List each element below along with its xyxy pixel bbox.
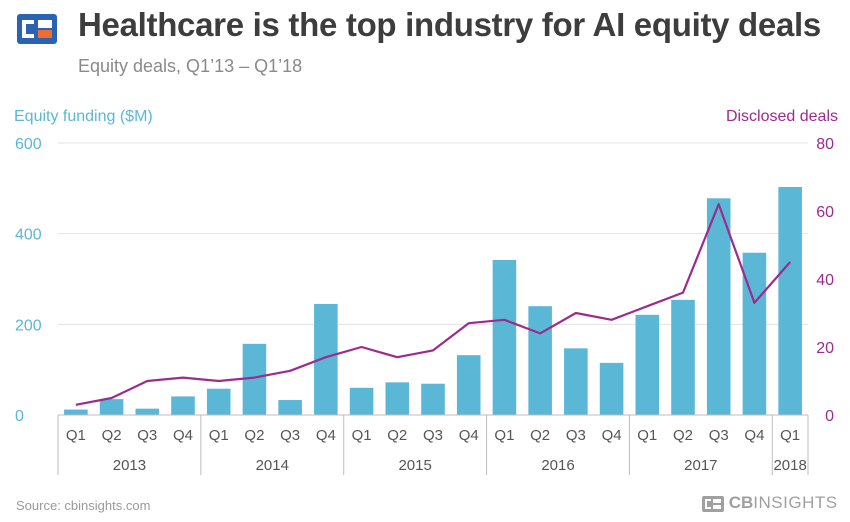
bar bbox=[421, 383, 445, 415]
bar bbox=[135, 408, 160, 415]
bar bbox=[171, 396, 195, 415]
source-note: Source: cbinsights.com bbox=[16, 498, 151, 513]
quarter-label: Q4 bbox=[459, 427, 479, 444]
cb-logo-icon bbox=[17, 14, 57, 44]
gridlines bbox=[58, 142, 808, 325]
bar bbox=[278, 400, 302, 415]
quarter-label: Q4 bbox=[173, 427, 193, 444]
bar bbox=[742, 252, 767, 415]
right-tick-label: 0 bbox=[825, 408, 834, 425]
quarter-label: Q1 bbox=[494, 427, 514, 444]
quarter-label: Q3 bbox=[566, 427, 586, 444]
bar bbox=[456, 355, 481, 415]
year-label: 2017 bbox=[684, 457, 717, 474]
year-label: 2016 bbox=[541, 457, 574, 474]
brand-insights: INSIGHTS bbox=[753, 493, 838, 512]
bar bbox=[64, 409, 88, 415]
bar bbox=[99, 399, 124, 415]
quarter-label: Q4 bbox=[602, 427, 622, 444]
bar-series bbox=[64, 186, 802, 415]
quarter-label: Q4 bbox=[316, 427, 336, 444]
bar bbox=[706, 198, 731, 415]
quarter-label: Q3 bbox=[280, 427, 300, 444]
quarter-label: Q1 bbox=[780, 427, 800, 444]
quarter-label: Q3 bbox=[137, 427, 157, 444]
right-tick-label: 80 bbox=[816, 136, 834, 153]
left-tick-label: 0 bbox=[15, 408, 24, 425]
bar bbox=[778, 186, 802, 415]
year-label: 2013 bbox=[113, 457, 146, 474]
quarter-label: Q2 bbox=[673, 427, 693, 444]
header: Healthcare is the top industry for AI eq… bbox=[0, 0, 850, 90]
bar bbox=[599, 362, 624, 415]
quarter-label: Q2 bbox=[102, 427, 122, 444]
left-tick-label: 200 bbox=[15, 317, 42, 334]
left-axis-label: Equity funding ($M) bbox=[14, 108, 153, 125]
right-tick-label: 40 bbox=[816, 272, 834, 289]
bar bbox=[206, 388, 231, 415]
equity-deals-chart: 0 200 400 600 0 20 40 60 80 Q1 Q2 Q3 Q4 Q1 Q2 Q3 Q4 Q1 Q2 Q… bbox=[14, 108, 838, 475]
left-tick-label: 600 bbox=[15, 136, 42, 153]
bar bbox=[242, 343, 267, 415]
bar bbox=[671, 299, 695, 415]
quarter-label: Q2 bbox=[244, 427, 264, 444]
page-title: Healthcare is the top industry for AI eq… bbox=[78, 6, 821, 43]
quarter-label: Q1 bbox=[209, 427, 229, 444]
left-tick-label: 400 bbox=[15, 227, 42, 244]
right-tick-label: 20 bbox=[816, 340, 834, 357]
bar bbox=[564, 348, 588, 415]
bar bbox=[492, 259, 517, 415]
bar bbox=[528, 306, 552, 415]
bar bbox=[635, 314, 660, 415]
brand-cb: CB bbox=[728, 493, 754, 512]
line-series bbox=[75, 203, 791, 406]
bar bbox=[385, 382, 410, 415]
right-axis-label: Disclosed deals bbox=[726, 108, 838, 125]
year-label: 2018 bbox=[773, 457, 806, 474]
quarter-label: Q1 bbox=[637, 427, 657, 444]
bar bbox=[314, 303, 338, 415]
year-label: 2014 bbox=[256, 457, 289, 474]
quarter-label: Q3 bbox=[423, 427, 443, 444]
brand-logo: CBINSIGHTS bbox=[702, 493, 838, 513]
quarter-label: Q1 bbox=[352, 427, 372, 444]
quarter-label: Q1 bbox=[66, 427, 86, 444]
bar bbox=[349, 387, 374, 415]
quarter-label: Q2 bbox=[530, 427, 550, 444]
cb-mark-icon bbox=[702, 495, 724, 512]
quarter-label: Q4 bbox=[744, 427, 764, 444]
quarter-label: Q3 bbox=[709, 427, 729, 444]
axes: 0 200 400 600 0 20 40 60 80 Q1 Q2 Q3 Q4 Q1 Q2 Q3 Q4 Q1 Q2 Q… bbox=[15, 136, 834, 475]
quarter-label: Q2 bbox=[387, 427, 407, 444]
page-subtitle: Equity deals, Q1’13 – Q1’18 bbox=[78, 56, 303, 76]
year-label: 2015 bbox=[398, 457, 431, 474]
right-tick-label: 60 bbox=[816, 204, 834, 221]
